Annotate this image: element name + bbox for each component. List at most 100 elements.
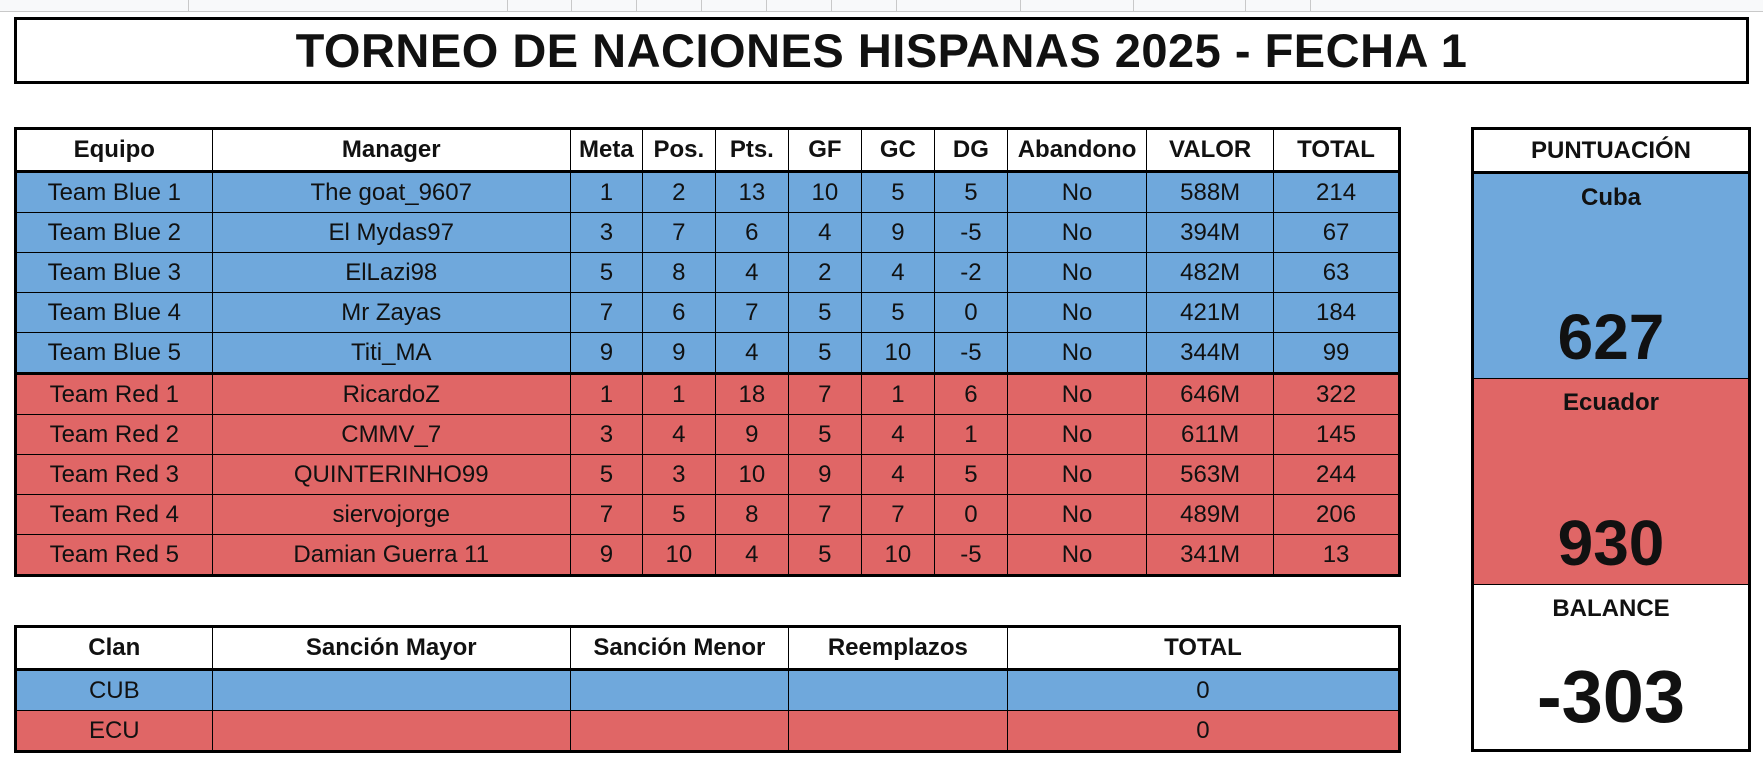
table-cell[interactable]: 394M [1146,212,1275,253]
table-cell[interactable] [787,669,1008,711]
table-cell[interactable]: 4 [787,212,862,253]
table-cell[interactable]: Team Red 3 [15,454,213,495]
table-cell[interactable]: 0 [1006,710,1401,752]
table-cell[interactable]: 99 [1273,332,1400,374]
table-cell[interactable]: No [1006,414,1148,455]
table-cell[interactable]: 244 [1273,454,1400,495]
table-cell[interactable]: No [1006,332,1148,374]
table-cell[interactable] [569,669,789,711]
table-cell[interactable]: 7 [569,494,643,535]
header-cell[interactable]: GF [787,128,862,173]
table-cell[interactable]: -5 [933,332,1008,374]
table-cell[interactable]: Team Blue 4 [15,292,213,333]
table-cell[interactable] [211,710,571,752]
table-cell[interactable]: 5 [787,292,862,333]
table-cell[interactable]: 611M [1146,414,1275,455]
table-cell[interactable]: 13 [1273,534,1400,576]
table-cell[interactable]: No [1006,252,1148,293]
table-cell[interactable]: 3 [569,414,643,455]
table-cell[interactable]: 4 [714,534,789,576]
score-panel-header[interactable]: PUNTUACIÓN [1474,130,1748,174]
table-cell[interactable]: ElLazi98 [211,252,571,293]
table-cell[interactable]: 145 [1273,414,1400,455]
table-cell[interactable]: 5 [933,454,1008,495]
table-cell[interactable]: 5 [787,332,862,374]
table-cell[interactable]: 10 [860,332,935,374]
table-cell[interactable]: Team Blue 5 [15,332,213,374]
table-cell[interactable]: 8 [641,252,716,293]
balance-block[interactable]: BALANCE -303 [1474,585,1748,749]
table-cell[interactable]: -2 [933,252,1008,293]
table-cell[interactable]: 5 [569,454,643,495]
table-cell[interactable]: 9 [569,332,643,374]
table-cell[interactable]: 10 [860,534,935,576]
table-cell[interactable]: 6 [714,212,789,253]
table-cell[interactable] [211,669,571,711]
table-cell[interactable]: No [1006,372,1148,415]
table-cell[interactable]: 0 [1006,669,1401,711]
table-cell[interactable]: 4 [860,454,935,495]
table-cell[interactable]: No [1006,494,1148,535]
table-cell[interactable]: 2 [641,171,716,213]
table-cell[interactable]: El Mydas97 [211,212,571,253]
table-cell[interactable]: 5 [787,414,862,455]
table-cell[interactable]: siervojorge [211,494,571,535]
table-cell[interactable]: QUINTERINHO99 [211,454,571,495]
table-cell[interactable]: 563M [1146,454,1275,495]
table-cell[interactable]: ECU [15,710,213,752]
header-cell[interactable]: Abandono [1006,128,1148,173]
table-cell[interactable]: No [1006,171,1148,213]
table-cell[interactable]: 4 [860,414,935,455]
table-cell[interactable]: 341M [1146,534,1275,576]
table-cell[interactable]: 6 [641,292,716,333]
table-cell[interactable]: 5 [641,494,716,535]
table-cell[interactable]: 1 [569,171,643,213]
table-cell[interactable]: 4 [641,414,716,455]
table-cell[interactable]: 18 [714,372,789,415]
table-cell[interactable]: 10 [787,171,862,213]
header-cell[interactable]: Pos. [641,128,716,173]
table-cell[interactable]: Team Blue 2 [15,212,213,253]
table-cell[interactable]: -5 [933,534,1008,576]
table-cell[interactable]: 9 [641,332,716,374]
table-cell[interactable]: The goat_9607 [211,171,571,213]
table-cell[interactable]: 7 [714,292,789,333]
table-cell[interactable]: 7 [860,494,935,535]
table-cell[interactable]: 9 [860,212,935,253]
table-cell[interactable]: -5 [933,212,1008,253]
table-cell[interactable]: 9 [569,534,643,576]
table-cell[interactable]: 7 [569,292,643,333]
table-cell[interactable]: 646M [1146,372,1275,415]
table-cell[interactable]: 1 [569,372,643,415]
header-cell[interactable]: DG [933,128,1008,173]
header-cell[interactable]: Reemplazos [787,626,1008,671]
header-cell[interactable]: GC [860,128,935,173]
table-cell[interactable]: No [1006,212,1148,253]
table-cell[interactable]: 4 [714,252,789,293]
table-cell[interactable]: 2 [787,252,862,293]
table-cell[interactable]: 4 [714,332,789,374]
table-cell[interactable]: 1 [933,414,1008,455]
table-cell[interactable]: 421M [1146,292,1275,333]
table-cell[interactable]: 8 [714,494,789,535]
table-cell[interactable]: Titi_MA [211,332,571,374]
team2-score-block[interactable]: Ecuador 930 [1474,379,1748,585]
header-cell[interactable]: Clan [15,626,213,671]
header-cell[interactable]: Equipo [15,128,213,173]
table-cell[interactable]: Team Red 4 [15,494,213,535]
table-cell[interactable]: 63 [1273,252,1400,293]
table-cell[interactable]: Team Blue 1 [15,171,213,213]
table-cell[interactable]: 322 [1273,372,1400,415]
table-cell[interactable]: No [1006,534,1148,576]
table-cell[interactable]: 214 [1273,171,1400,213]
table-cell[interactable]: 4 [860,252,935,293]
table-cell[interactable]: 7 [787,372,862,415]
table-cell[interactable]: 0 [933,494,1008,535]
table-cell[interactable]: 9 [787,454,862,495]
table-cell[interactable]: CMMV_7 [211,414,571,455]
header-cell[interactable]: Pts. [714,128,789,173]
table-cell[interactable] [787,710,1008,752]
team1-score-block[interactable]: Cuba 627 [1474,174,1748,379]
table-cell[interactable]: No [1006,292,1148,333]
header-cell[interactable]: Meta [569,128,643,173]
